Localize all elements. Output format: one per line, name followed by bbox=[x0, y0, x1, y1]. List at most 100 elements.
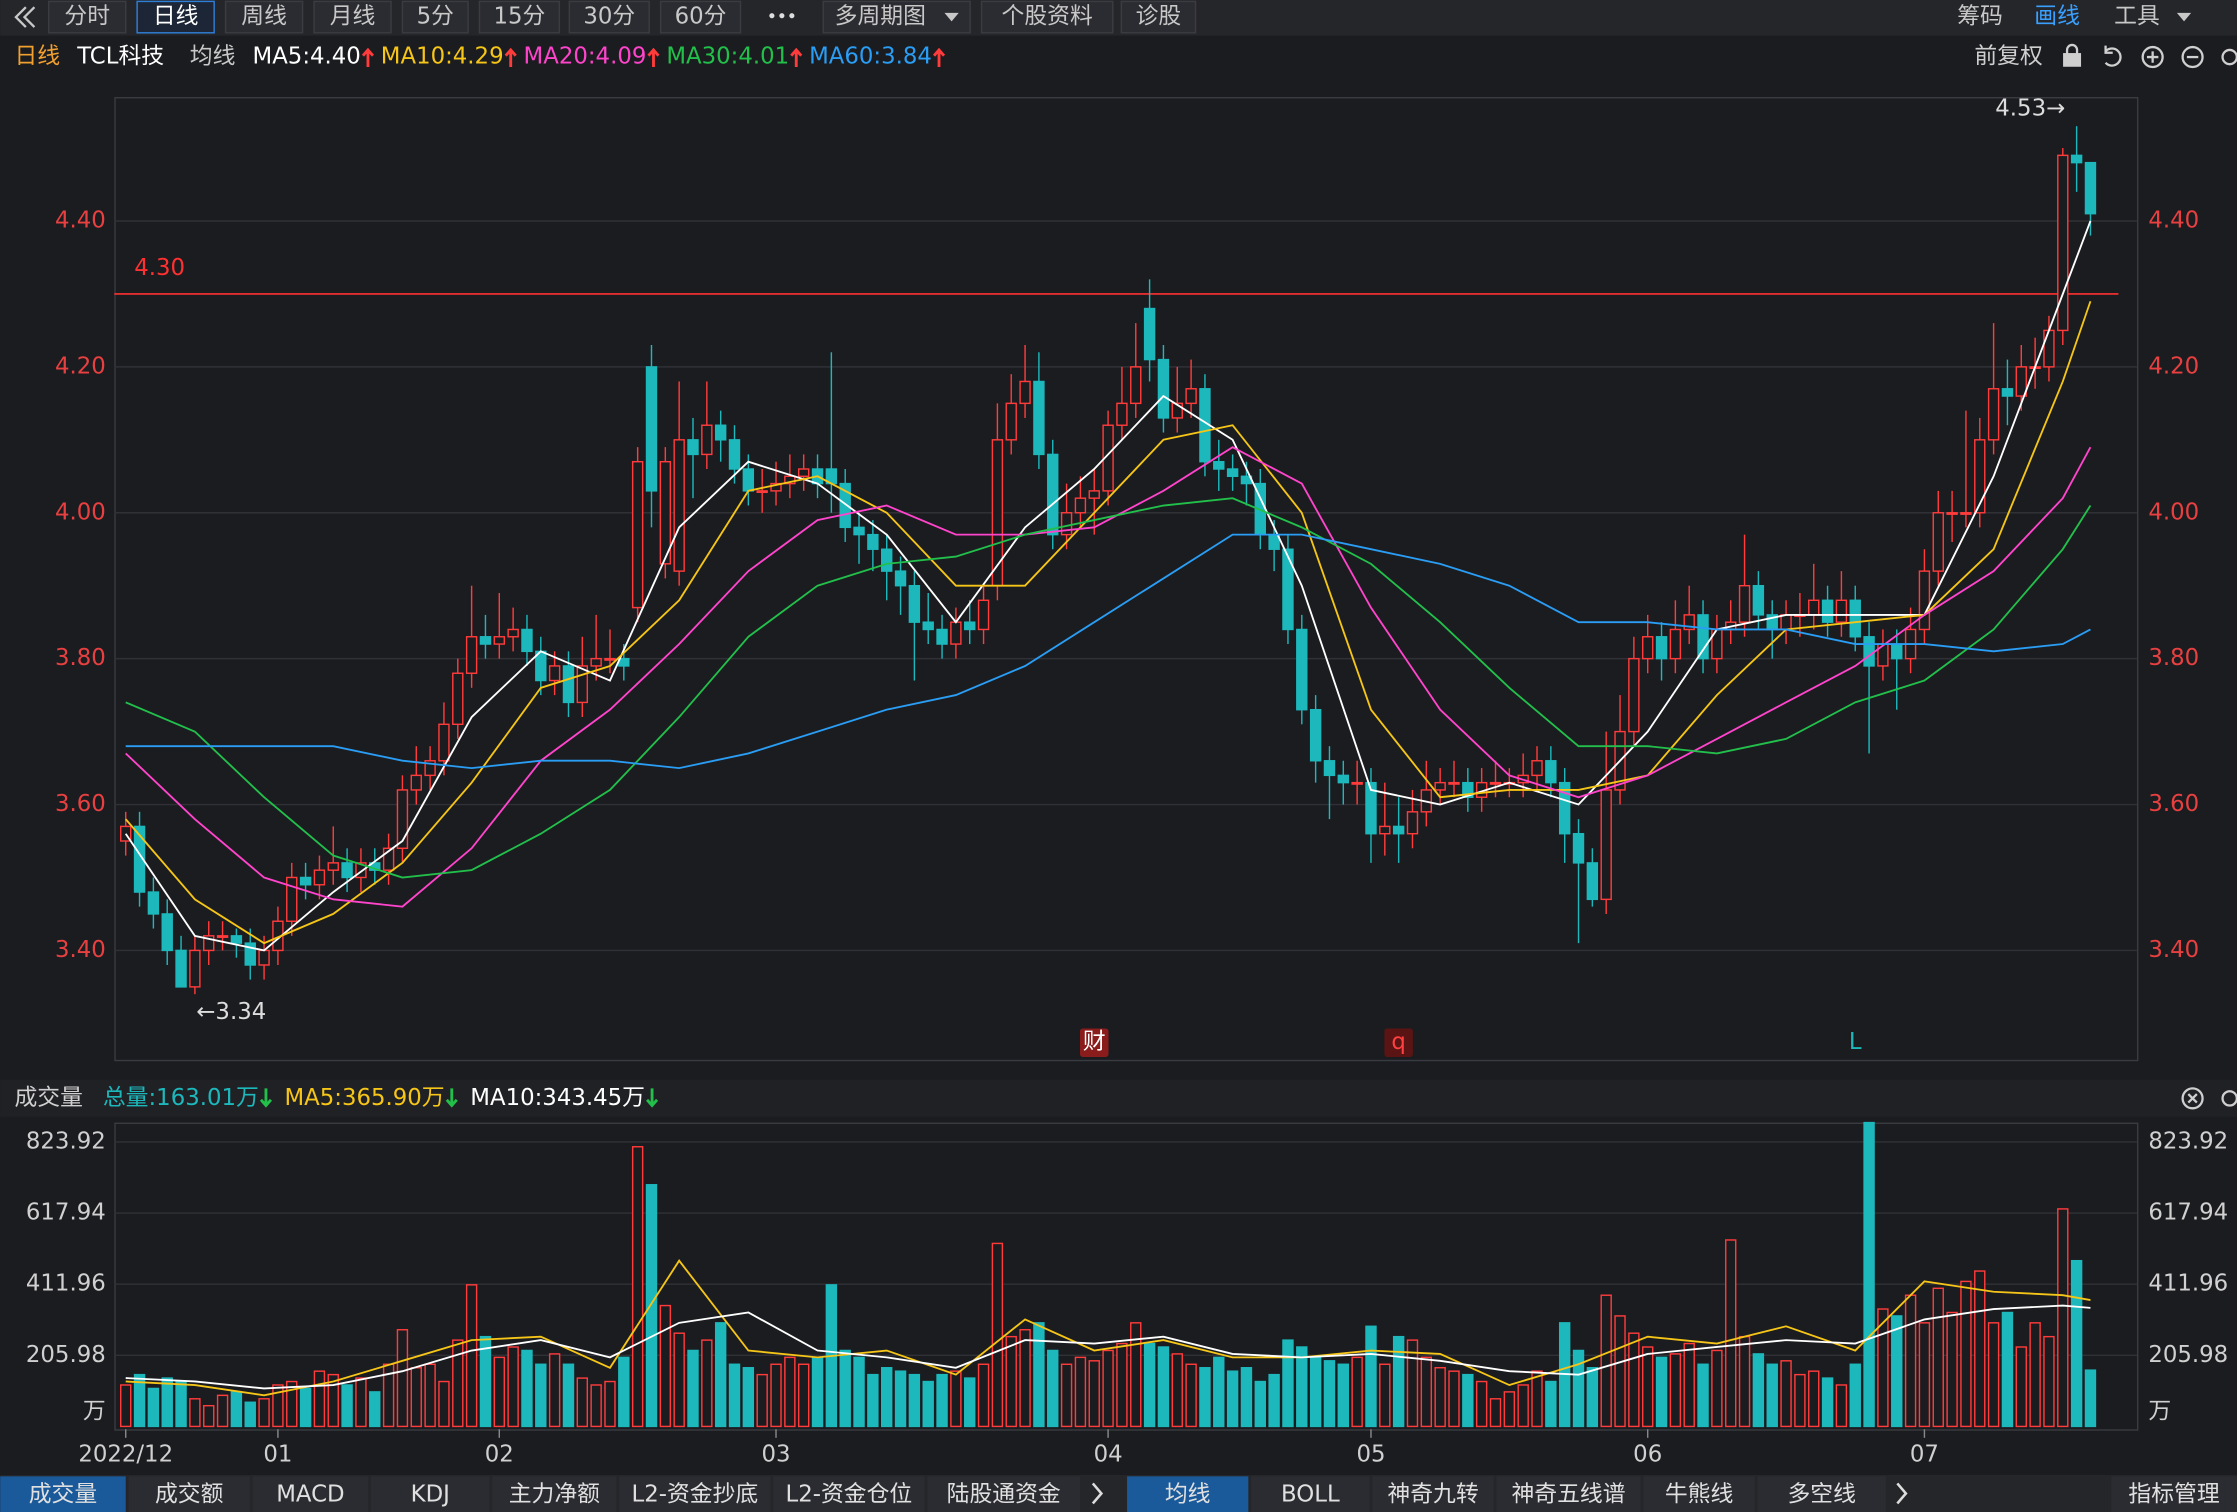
overlay-tab[interactable] bbox=[1496, 1476, 1641, 1512]
overlay-tab-label[interactable]: BOLL bbox=[1281, 1481, 1340, 1507]
candle-body bbox=[1946, 512, 1958, 515]
volume-bar bbox=[465, 1284, 478, 1428]
toolbar-button[interactable] bbox=[659, 0, 742, 34]
toolbar-label[interactable]: 15分 bbox=[493, 4, 545, 30]
candle-body bbox=[562, 665, 575, 704]
volume-bar bbox=[1808, 1370, 1820, 1428]
indicator-tab[interactable] bbox=[128, 1476, 250, 1512]
overlay-tab[interactable] bbox=[1757, 1476, 1886, 1512]
candle-body bbox=[161, 913, 173, 952]
indicator-tab-label[interactable]: L2-资金抄底 bbox=[631, 1481, 758, 1507]
toolbar-label[interactable]: 60分 bbox=[675, 4, 727, 30]
volume-bar bbox=[175, 1380, 187, 1428]
back-icon[interactable] bbox=[14, 6, 36, 28]
volume-bar bbox=[272, 1384, 284, 1428]
toolbar-right-label[interactable]: 工具 bbox=[2114, 4, 2160, 30]
indicator-tab[interactable] bbox=[0, 1476, 126, 1512]
toolbar-button[interactable] bbox=[224, 0, 304, 34]
volume-bar bbox=[230, 1391, 243, 1428]
overlay-tab-label[interactable]: 多空线 bbox=[1787, 1481, 1855, 1507]
candle-body bbox=[936, 628, 948, 645]
overlay-tab[interactable] bbox=[1251, 1476, 1370, 1512]
manage-tab-label[interactable]: 指标管理 bbox=[2128, 1481, 2219, 1507]
event-marker[interactable]: 财 bbox=[1083, 1029, 1106, 1055]
candle-body bbox=[1683, 614, 1695, 631]
toolbar-button[interactable] bbox=[478, 0, 561, 34]
toolbar-button[interactable] bbox=[1120, 0, 1197, 34]
more-icon[interactable] bbox=[769, 13, 795, 19]
overlay-tab-label[interactable]: 均线 bbox=[1165, 1481, 1211, 1507]
toolbar-right-label[interactable]: 筹码 bbox=[1957, 4, 2003, 30]
period-label: 日线 bbox=[14, 44, 60, 70]
candle-body bbox=[2043, 329, 2055, 368]
candle-body bbox=[1697, 614, 1709, 660]
toolbar-right-label[interactable]: 画线 bbox=[2034, 4, 2080, 30]
indicator-tab[interactable] bbox=[492, 1476, 617, 1512]
toolbar-label[interactable]: 月线 bbox=[330, 4, 376, 30]
candle-body bbox=[950, 621, 962, 645]
indicator-tab-label[interactable]: 主力净额 bbox=[509, 1481, 600, 1507]
candle-body bbox=[1406, 811, 1419, 835]
candle-body bbox=[881, 548, 893, 572]
toolbar-label[interactable]: 多周期图 bbox=[835, 4, 926, 30]
volume-bar bbox=[1185, 1363, 1197, 1428]
indicator-tab[interactable] bbox=[619, 1476, 771, 1512]
toolbar-label[interactable]: 5分 bbox=[417, 4, 454, 30]
toolbar-button[interactable] bbox=[313, 0, 392, 34]
toolbar-button[interactable] bbox=[568, 0, 650, 34]
manage-tab[interactable] bbox=[2111, 1476, 2237, 1512]
toolbar-button[interactable] bbox=[401, 0, 469, 34]
toolbar-label[interactable]: 分时 bbox=[64, 4, 110, 30]
volume-tick-label-right: 205.98 bbox=[2148, 1342, 2228, 1368]
indicator-tab[interactable] bbox=[252, 1476, 369, 1512]
overlay-tab[interactable] bbox=[1127, 1476, 1249, 1512]
toolbar-label[interactable]: 30分 bbox=[583, 4, 635, 30]
indicator-tab-label[interactable]: MACD bbox=[276, 1481, 344, 1507]
volume-bar bbox=[1213, 1356, 1225, 1428]
toolbar-label[interactable]: 个股资料 bbox=[1002, 4, 1093, 30]
indicator-tab-label[interactable]: 成交量 bbox=[29, 1481, 97, 1507]
overlay-tab-label[interactable]: 神奇五线谱 bbox=[1511, 1481, 1625, 1507]
indicator-tab-label[interactable]: L2-资金仓位 bbox=[786, 1481, 913, 1507]
volume-bar bbox=[189, 1398, 201, 1428]
candle-body bbox=[1116, 402, 1128, 426]
volume-bar bbox=[1088, 1360, 1100, 1428]
indicator-tab[interactable] bbox=[371, 1476, 490, 1512]
volume-bar bbox=[894, 1370, 907, 1428]
indicator-tab[interactable] bbox=[773, 1476, 925, 1512]
event-marker[interactable]: q bbox=[1391, 1029, 1405, 1055]
volume-bar bbox=[1835, 1384, 1848, 1428]
down-arrow bbox=[445, 1088, 458, 1108]
x-tick-label: 01 bbox=[263, 1441, 292, 1467]
indicator-tab[interactable] bbox=[927, 1476, 1080, 1512]
toolbar-button[interactable] bbox=[47, 0, 127, 34]
volume-bar bbox=[1545, 1380, 1557, 1428]
toolbar-button[interactable] bbox=[980, 0, 1114, 34]
overlay-tab[interactable] bbox=[1372, 1476, 1494, 1512]
overlay-tab-label[interactable]: 牛熊线 bbox=[1665, 1481, 1733, 1507]
indicator-tab-label[interactable]: KDJ bbox=[411, 1481, 450, 1507]
toolbar-label[interactable]: 诊股 bbox=[1136, 4, 1182, 30]
toolbar-label[interactable]: 日线 bbox=[153, 4, 199, 30]
volume-bar bbox=[1503, 1391, 1516, 1428]
toolbar-button[interactable] bbox=[136, 0, 215, 34]
volume-bar bbox=[1780, 1360, 1792, 1428]
toolbar-label[interactable]: 周线 bbox=[241, 4, 287, 30]
tab-scroll[interactable] bbox=[1091, 1482, 1908, 1505]
volume-bar bbox=[1365, 1325, 1377, 1428]
candle-body bbox=[120, 825, 132, 842]
toolbar-button[interactable] bbox=[822, 0, 971, 34]
overlay-tab-label[interactable]: 神奇九转 bbox=[1387, 1481, 1478, 1507]
adjust-label[interactable]: 前复权 bbox=[1974, 44, 2043, 70]
volume-bar bbox=[244, 1401, 256, 1428]
overlay-tab[interactable] bbox=[1643, 1476, 1755, 1512]
header-icons[interactable] bbox=[2063, 43, 2237, 69]
volume-bar bbox=[562, 1363, 575, 1428]
indicator-tab-label[interactable]: 成交额 bbox=[155, 1481, 224, 1507]
event-marker[interactable]: L bbox=[1849, 1029, 1862, 1055]
candle-body bbox=[1586, 862, 1599, 901]
volume-bar bbox=[1448, 1370, 1460, 1428]
indicator-tab-label[interactable]: 陆股通资金 bbox=[947, 1481, 1061, 1507]
volume-bar bbox=[147, 1387, 160, 1428]
candle-body bbox=[590, 657, 602, 667]
